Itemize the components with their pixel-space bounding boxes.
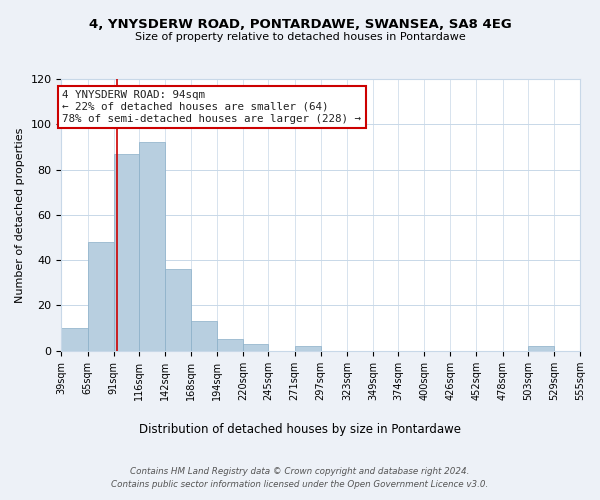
Text: 4 YNYSDERW ROAD: 94sqm
← 22% of detached houses are smaller (64)
78% of semi-det: 4 YNYSDERW ROAD: 94sqm ← 22% of detached… bbox=[62, 90, 361, 124]
Text: Contains public sector information licensed under the Open Government Licence v3: Contains public sector information licen… bbox=[112, 480, 488, 489]
Text: Size of property relative to detached houses in Pontardawe: Size of property relative to detached ho… bbox=[134, 32, 466, 42]
Y-axis label: Number of detached properties: Number of detached properties bbox=[15, 127, 25, 302]
Text: 4, YNYSDERW ROAD, PONTARDAWE, SWANSEA, SA8 4EG: 4, YNYSDERW ROAD, PONTARDAWE, SWANSEA, S… bbox=[89, 18, 511, 30]
Bar bbox=[217, 340, 244, 351]
Bar bbox=[88, 242, 113, 351]
Bar bbox=[139, 142, 165, 351]
Text: Contains HM Land Registry data © Crown copyright and database right 2024.: Contains HM Land Registry data © Crown c… bbox=[130, 468, 470, 476]
Bar bbox=[191, 322, 217, 351]
Bar bbox=[61, 328, 88, 351]
Bar bbox=[244, 344, 268, 351]
Bar bbox=[295, 346, 321, 351]
Text: Distribution of detached houses by size in Pontardawe: Distribution of detached houses by size … bbox=[139, 422, 461, 436]
Bar bbox=[113, 154, 139, 351]
Bar bbox=[528, 346, 554, 351]
Bar bbox=[165, 269, 191, 351]
